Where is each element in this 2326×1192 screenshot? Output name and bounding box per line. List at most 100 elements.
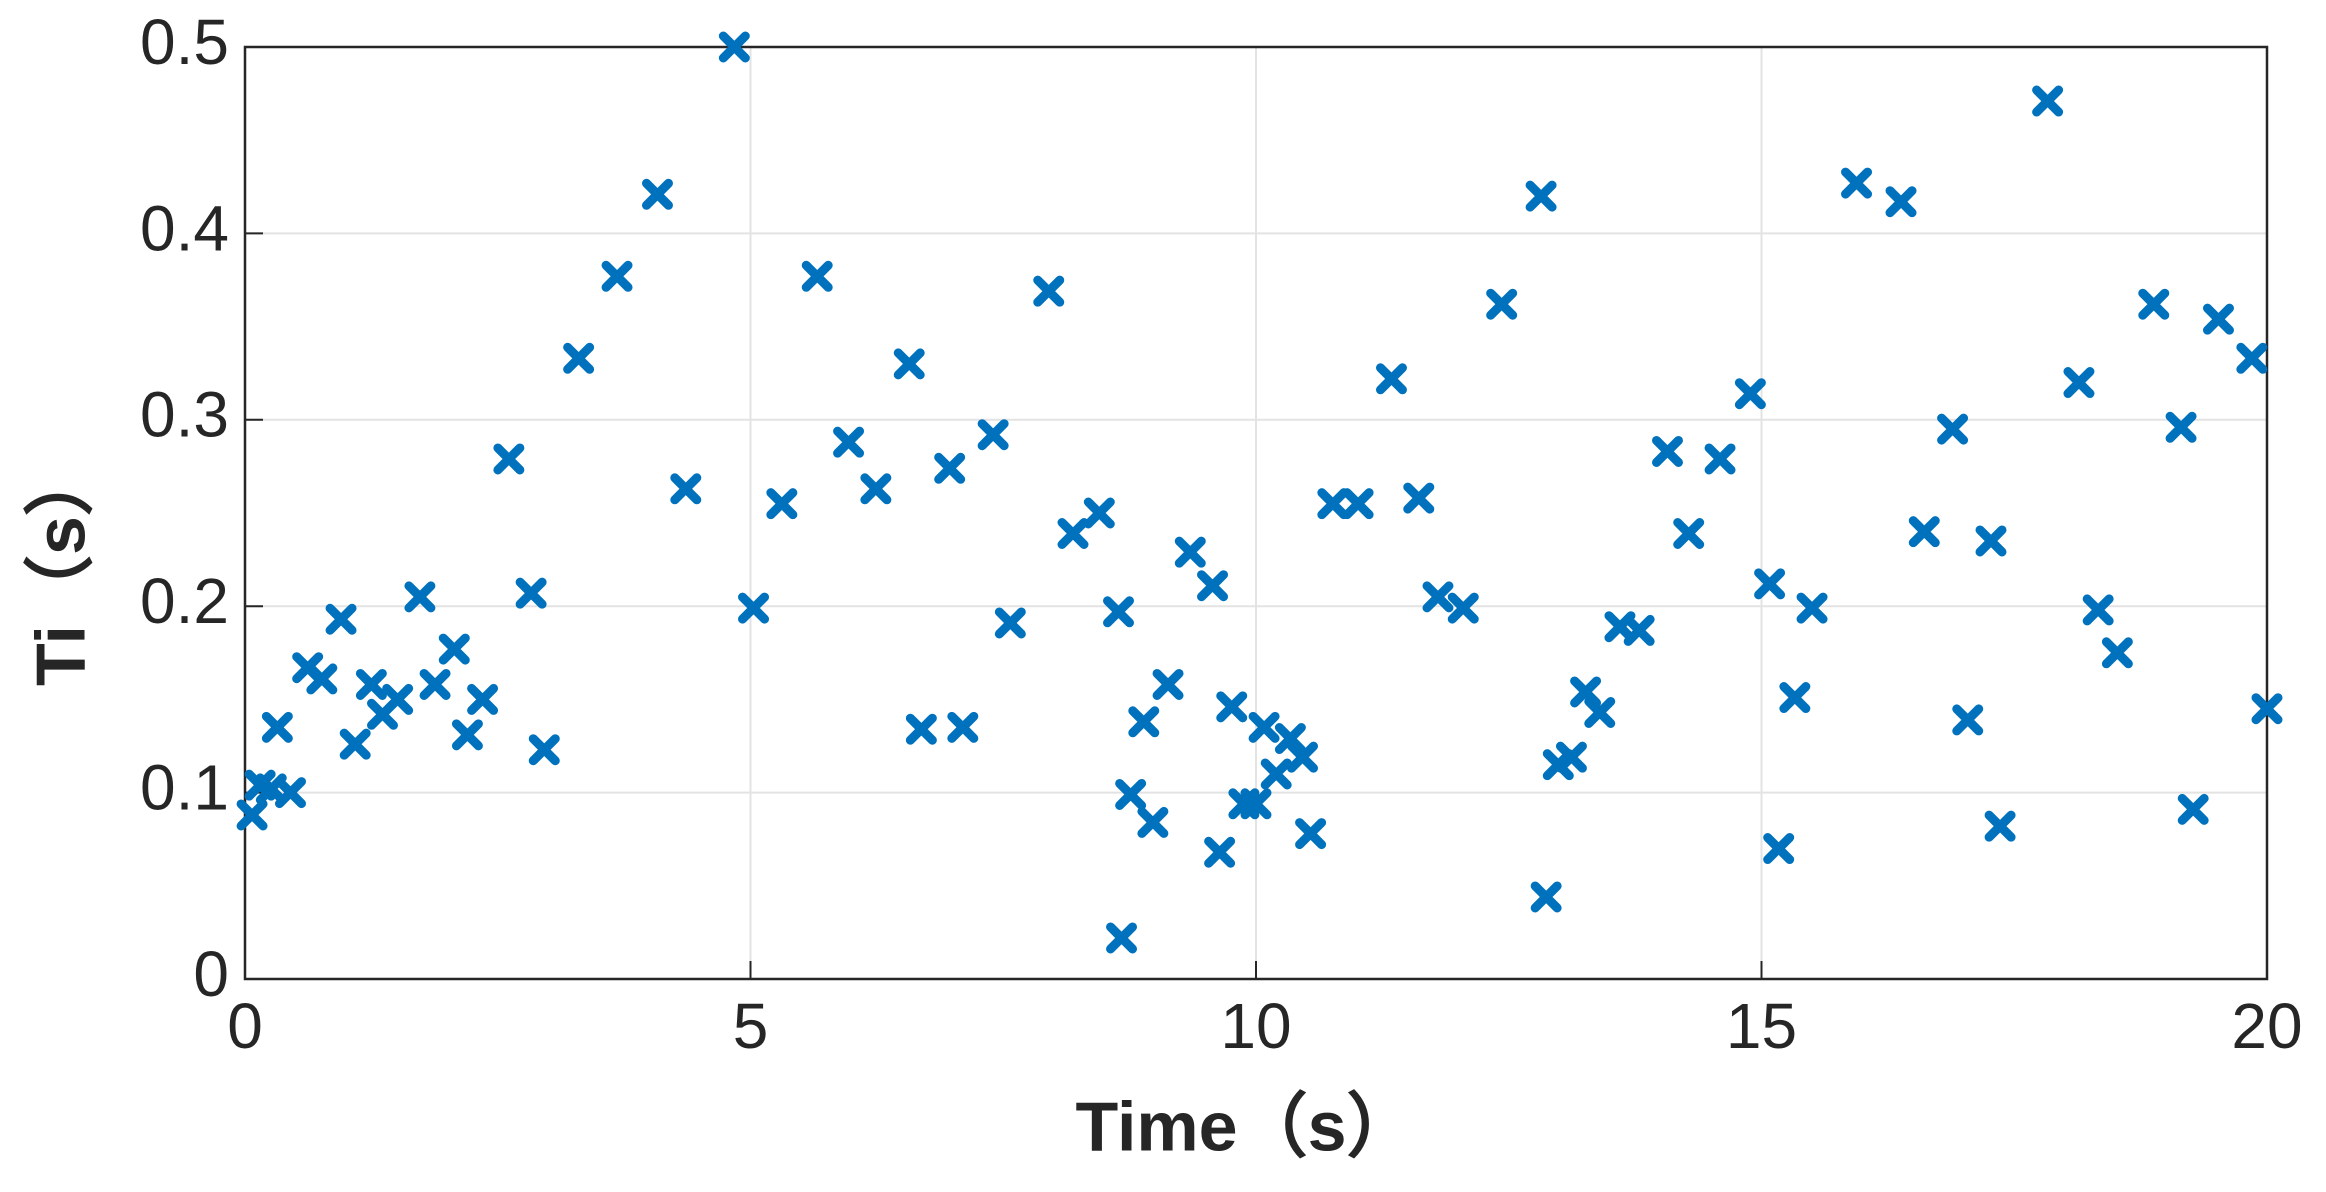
y-tick-label: 0.3	[140, 379, 229, 451]
y-axis-label: Ti（s）	[21, 446, 99, 686]
point	[2101, 637, 2133, 669]
x-axis-label: Time（s）	[1075, 1087, 1416, 1165]
point	[1885, 186, 1917, 218]
point	[493, 443, 525, 475]
point	[1103, 596, 1134, 628]
point	[670, 473, 702, 505]
point	[382, 683, 414, 715]
point	[1754, 568, 1786, 600]
x-tick-label: 10	[1220, 990, 1291, 1062]
point	[1651, 435, 1683, 467]
point	[1530, 881, 1562, 913]
point	[1584, 696, 1616, 728]
point	[355, 668, 387, 700]
point	[2032, 85, 2064, 117]
point	[833, 426, 865, 458]
point	[1486, 288, 1518, 320]
point	[1704, 443, 1736, 475]
x-tick-label: 0	[227, 990, 263, 1062]
point	[977, 419, 1009, 451]
point	[641, 178, 673, 210]
point	[1248, 711, 1280, 743]
point	[1975, 525, 2007, 557]
x-tick-label: 15	[1726, 990, 1797, 1062]
point	[1937, 413, 1969, 445]
x-tick-label: 5	[733, 990, 769, 1062]
y-tick-label: 0.1	[140, 752, 229, 824]
point	[325, 603, 357, 635]
point	[905, 713, 937, 745]
point	[2063, 367, 2095, 399]
point	[893, 348, 925, 380]
point	[1106, 922, 1138, 954]
point	[1422, 581, 1454, 613]
point	[1204, 836, 1236, 868]
point	[1375, 363, 1407, 395]
point	[1240, 788, 1272, 820]
point	[438, 633, 470, 665]
point	[766, 488, 798, 520]
point	[306, 663, 338, 695]
point	[2251, 693, 2283, 725]
point	[1763, 833, 1795, 865]
point	[601, 260, 633, 292]
point	[515, 577, 547, 609]
point	[1152, 668, 1184, 700]
point	[1174, 536, 1206, 568]
point	[2138, 288, 2170, 320]
point	[2177, 793, 2209, 825]
point	[1555, 741, 1587, 773]
point	[1083, 497, 1115, 529]
point	[1623, 614, 1655, 646]
point	[419, 668, 451, 700]
point	[1673, 518, 1705, 550]
point	[738, 592, 770, 624]
point	[2236, 342, 2268, 374]
point	[1260, 758, 1292, 790]
point	[1342, 488, 1374, 520]
plot-frame	[243, 45, 2269, 981]
point	[2082, 594, 2114, 626]
point	[339, 728, 371, 760]
point	[1984, 810, 2016, 842]
point	[1137, 806, 1169, 838]
point	[1317, 488, 1349, 520]
point	[1447, 592, 1479, 624]
point	[1057, 518, 1089, 550]
point	[467, 683, 499, 715]
point	[2165, 411, 2197, 443]
point	[1734, 378, 1766, 410]
point	[934, 452, 966, 484]
point	[236, 799, 268, 831]
point	[451, 719, 483, 751]
point	[1403, 482, 1435, 514]
point	[1197, 570, 1229, 602]
point	[1525, 180, 1557, 212]
point	[404, 581, 436, 613]
point	[1779, 682, 1811, 714]
point	[1952, 704, 1984, 736]
point	[801, 260, 833, 292]
y-tick-label: 0	[193, 938, 229, 1010]
point	[860, 473, 892, 505]
point	[947, 711, 979, 743]
point	[261, 711, 293, 743]
point	[528, 734, 560, 766]
point	[1216, 691, 1248, 723]
point	[274, 777, 306, 809]
y-tick-label: 0.2	[140, 565, 229, 637]
point	[563, 342, 595, 374]
point	[2202, 303, 2234, 335]
point	[1796, 592, 1828, 624]
x-tick-label: 20	[2231, 990, 2302, 1062]
point	[1295, 818, 1327, 850]
point	[1115, 778, 1147, 810]
y-tick-label: 0.4	[140, 192, 229, 264]
point	[1128, 706, 1160, 738]
point	[994, 607, 1026, 639]
point	[1033, 275, 1065, 307]
y-tick-label: 0.5	[140, 6, 229, 78]
point	[1287, 741, 1319, 773]
